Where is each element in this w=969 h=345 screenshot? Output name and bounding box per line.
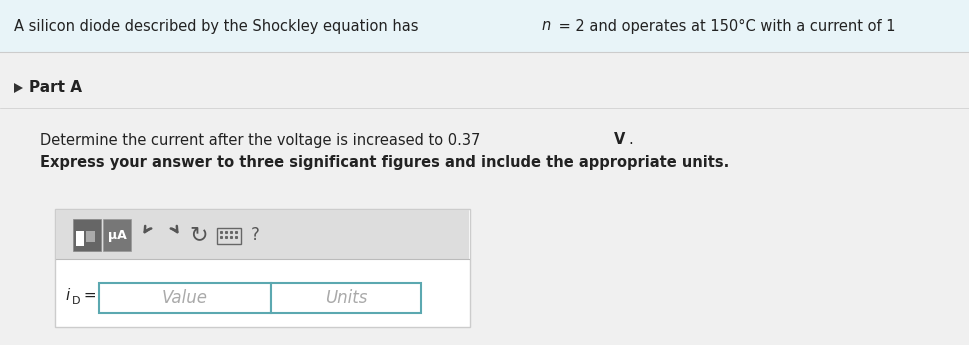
Text: i: i	[65, 288, 69, 304]
Text: Determine the current after the voltage is increased to 0.37: Determine the current after the voltage …	[40, 132, 485, 148]
Text: Value: Value	[162, 289, 208, 307]
FancyBboxPatch shape	[73, 219, 101, 251]
Text: ↻: ↻	[190, 225, 208, 245]
FancyBboxPatch shape	[55, 209, 470, 327]
Text: Units: Units	[325, 289, 367, 307]
Text: V: V	[614, 132, 626, 148]
FancyBboxPatch shape	[0, 52, 969, 345]
Text: Part A: Part A	[29, 80, 82, 96]
FancyBboxPatch shape	[86, 231, 95, 242]
Text: n: n	[542, 19, 551, 33]
Text: ?: ?	[251, 226, 260, 244]
Text: .: .	[629, 132, 634, 148]
Text: Express your answer to three significant figures and include the appropriate uni: Express your answer to three significant…	[40, 155, 730, 169]
Polygon shape	[14, 83, 23, 93]
FancyBboxPatch shape	[0, 0, 969, 52]
Text: D: D	[72, 296, 80, 306]
Text: =: =	[79, 288, 97, 304]
Text: = 2 and operates at 150°C with a current of 1: = 2 and operates at 150°C with a current…	[554, 19, 900, 33]
FancyBboxPatch shape	[103, 219, 131, 251]
Text: A silicon diode described by the Shockley equation has: A silicon diode described by the Shockle…	[14, 19, 423, 33]
FancyBboxPatch shape	[271, 283, 421, 313]
Text: μA: μA	[108, 228, 126, 242]
FancyBboxPatch shape	[76, 231, 84, 246]
FancyBboxPatch shape	[56, 210, 469, 259]
FancyBboxPatch shape	[99, 283, 271, 313]
